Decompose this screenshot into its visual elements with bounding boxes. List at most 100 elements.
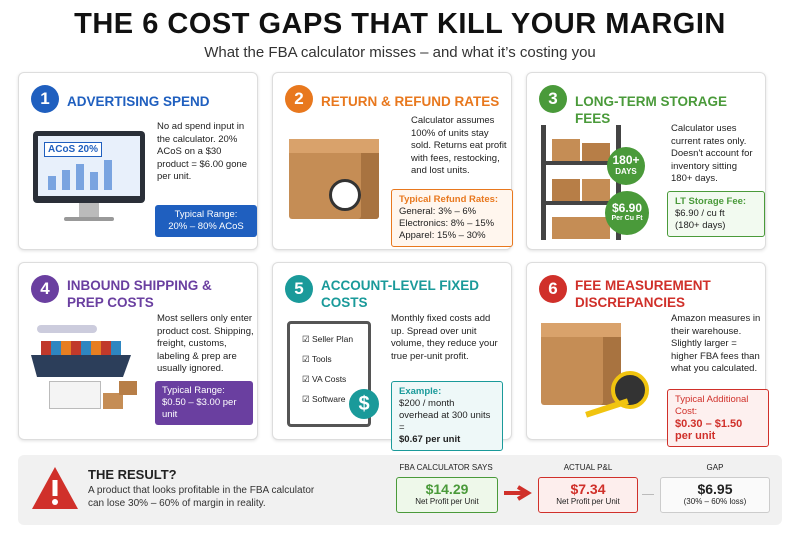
- box-title: Typical Refund Rates:: [399, 194, 499, 205]
- subtitle: What the FBA calculator misses – and wha…: [204, 44, 596, 61]
- badge-value: $6.90: [611, 201, 643, 215]
- check-item: ☑ VA Costs: [302, 374, 347, 384]
- title: THE 6 COST GAPS THAT KILL YOUR MARGIN: [74, 8, 726, 40]
- bar-icon: [48, 176, 56, 190]
- ship: [31, 355, 131, 377]
- warning-bar: [52, 480, 58, 496]
- stock-box: [582, 179, 610, 201]
- bar-icon: [90, 172, 98, 190]
- card: 6 FEE MEASUREMENT DISCREPANCIES Amazon m…: [526, 262, 769, 447]
- bar-icon: [62, 170, 70, 190]
- warning-icon: [32, 467, 78, 509]
- result-panel: THE RESULT? A product that looks profita…: [18, 455, 782, 525]
- card-body: Amazon measures in their warehouse. Slig…: [671, 313, 761, 374]
- result-body: A product that looks profitable in the F…: [88, 485, 315, 509]
- comparison-box: $14.29 Net Profit per Unit: [396, 477, 498, 513]
- box-line: Apparel: 15% – 30%: [399, 230, 486, 241]
- box-line: $0.30 – $1.50 per unit: [675, 418, 743, 442]
- box-title: Typical Range:: [162, 385, 225, 396]
- check-text: Software: [311, 394, 346, 404]
- box-line: (180+ days): [675, 220, 726, 231]
- rate-box: Typical Refund Rates: General: 3% – 6% E…: [391, 189, 513, 247]
- box-icon: [541, 323, 621, 405]
- comparison-label: FBA CALCULATOR SAYS: [399, 463, 493, 472]
- fee-box: LT Storage Fee: $6.90 / cu ft (180+ days…: [667, 191, 765, 237]
- box-title: LT Storage Fee:: [675, 196, 747, 207]
- card-number: 4: [31, 275, 59, 303]
- check-item: ☑ Seller Plan: [302, 334, 354, 344]
- days-badge: 180+ DAYS: [607, 147, 645, 185]
- return-icon: [329, 179, 361, 211]
- card-number: 1: [31, 85, 59, 113]
- shelf-rack: [541, 125, 621, 240]
- comparison-note: Net Profit per Unit: [415, 497, 479, 506]
- warning-dot: [52, 499, 58, 505]
- comparison-box: $7.34 Net Profit per Unit: [538, 477, 638, 513]
- dollar-icon: $: [349, 389, 379, 419]
- arrow-path: [504, 485, 532, 501]
- screen-label: ACoS 20%: [44, 142, 103, 157]
- shelf: [546, 161, 616, 165]
- card-title: FEE MEASUREMENT DISCREPANCIES: [575, 278, 711, 310]
- example-box: Example: $200 / month overhead at 300 un…: [391, 381, 503, 451]
- cost-box: Typical Additional Cost: $0.30 – $1.50 p…: [667, 389, 769, 447]
- comparison-label: ACTUAL P&L: [563, 463, 613, 472]
- box-title: Example:: [399, 386, 442, 397]
- card-title: ADVERTISING SPEND: [67, 94, 210, 109]
- range-box: Typical Range: $0.50 – $3.00 per unit: [155, 381, 253, 425]
- badge-value: 180+: [612, 153, 640, 167]
- monitor-base: [64, 217, 114, 221]
- comparison-note: (30% – 60% loss): [683, 497, 747, 506]
- card-number: 5: [285, 275, 313, 303]
- box-lid: [289, 139, 379, 153]
- comparison-label: GAP: [706, 463, 724, 472]
- box-title: Typical Range:: [174, 209, 238, 220]
- card-number: 2: [285, 85, 313, 113]
- monitor-stand: [79, 203, 99, 217]
- card: 3 LONG-TERM STORAGE FEES 180+ DAYS $6.90…: [526, 72, 766, 250]
- box-line: $200 / month overhead at 300 units =: [399, 398, 491, 433]
- box-title: Typical Additional Cost:: [675, 394, 749, 417]
- box-line: $0.50 – $3.00 per unit: [162, 397, 237, 420]
- comparison-value: $6.95: [697, 481, 733, 497]
- card-number: 3: [539, 85, 567, 113]
- bar-icon: [76, 164, 84, 190]
- card-body: Calculator uses current rates only. Does…: [671, 123, 753, 184]
- stock-box: [582, 143, 610, 161]
- card-number: 6: [539, 275, 567, 303]
- bar-icon: [104, 160, 112, 190]
- arrow: [504, 485, 532, 501]
- plane: [37, 325, 97, 333]
- box-line: $0.67 per unit: [399, 434, 461, 445]
- stock-box: [552, 217, 610, 239]
- box-line: $6.90 / cu ft: [675, 208, 725, 219]
- card-body: Monthly fixed costs add up. Spread over …: [391, 313, 498, 362]
- badge-unit: Per Cu Ft: [611, 215, 643, 222]
- box-line: 20% – 80% ACoS: [168, 221, 244, 232]
- check-item: ☑ Software: [302, 394, 346, 404]
- check-text: Tools: [311, 354, 332, 364]
- comparison-box: $6.95 (30% – 60% loss): [660, 477, 770, 513]
- card-body: Most sellers only enter product cost. Sh…: [157, 313, 254, 374]
- card-title: RETURN & REFUND RATES: [321, 94, 500, 109]
- comparison-value: $7.34: [570, 481, 606, 497]
- card-title: ACCOUNT-LEVEL FIXED COSTS: [321, 278, 480, 310]
- range-box: Typical Range: 20% – 80% ACoS: [155, 205, 257, 237]
- comparison-value: $14.29: [425, 481, 469, 497]
- box-icon: [289, 139, 379, 219]
- parcel: [103, 393, 123, 409]
- stock-box: [552, 139, 580, 161]
- comparison-note: Net Profit per Unit: [556, 497, 620, 506]
- containers: [41, 341, 121, 355]
- card-title: INBOUND SHIPPING & PREP COSTS: [67, 278, 212, 310]
- fee-badge: $6.90 Per Cu Ft: [605, 191, 649, 235]
- card-title: LONG-TERM STORAGE FEES: [575, 94, 728, 126]
- card-body: Calculator assumes 100% of units stay so…: [411, 115, 507, 176]
- card: 5 ACCOUNT-LEVEL FIXED COSTS ☑ Seller Pla…: [272, 262, 512, 451]
- check-text: VA Costs: [311, 374, 347, 384]
- parcel: [119, 381, 137, 395]
- check-item: ☑ Tools: [302, 354, 332, 364]
- badge-unit: DAYS: [615, 167, 637, 176]
